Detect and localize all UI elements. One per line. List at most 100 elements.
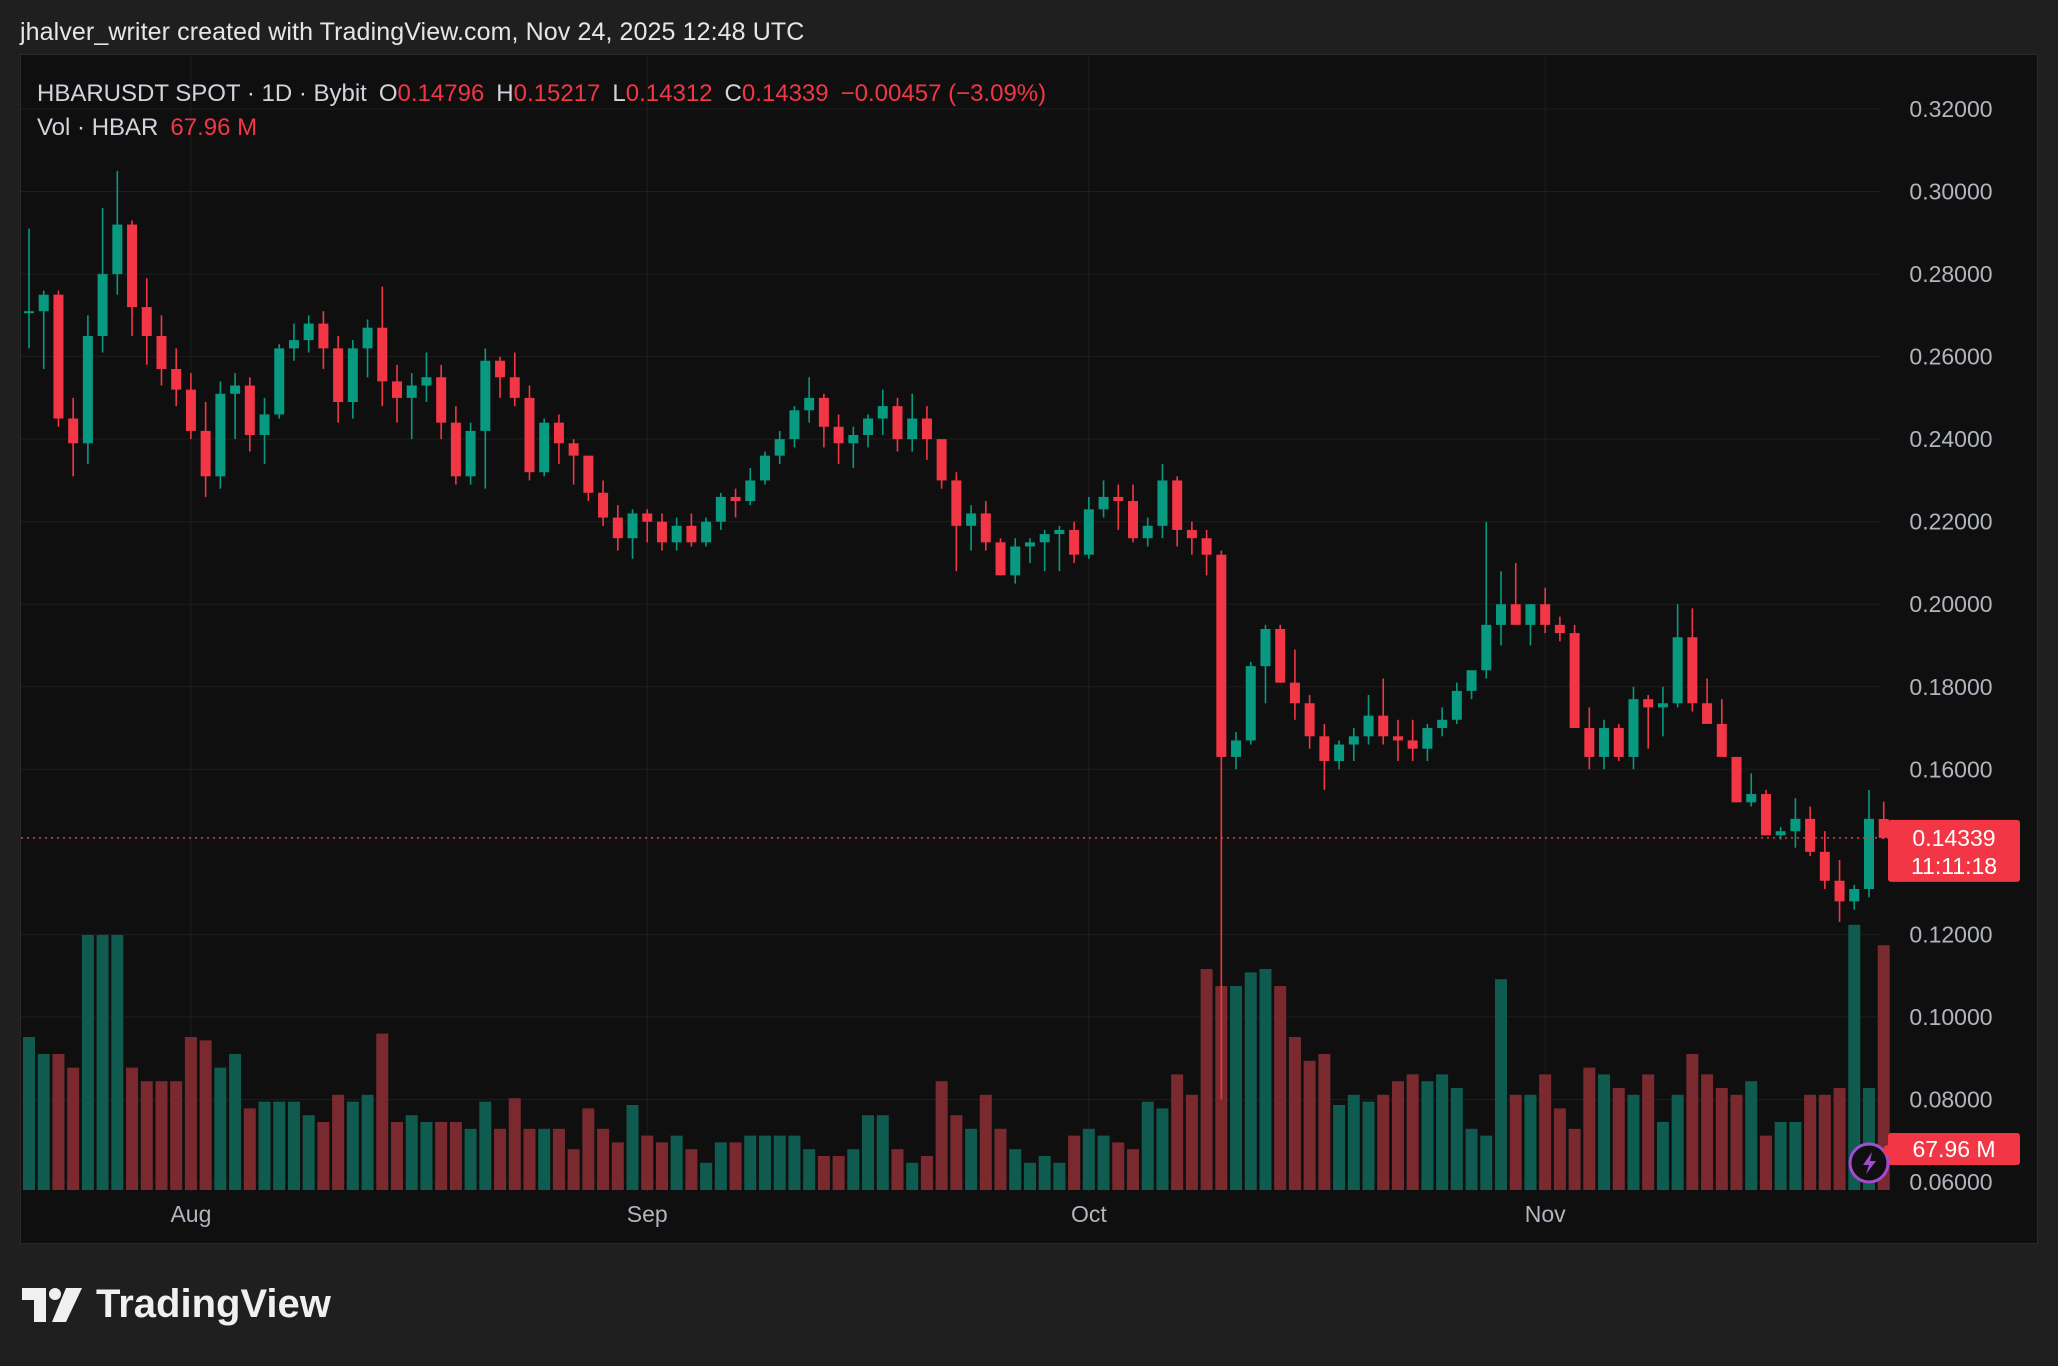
candle-body <box>1864 818 1874 889</box>
candle <box>1628 686 1639 770</box>
candle-body <box>1289 682 1300 704</box>
candle <box>465 422 476 485</box>
candle-body <box>259 414 270 436</box>
lightning-icon[interactable] <box>1848 1142 1893 1184</box>
candlestick-chart[interactable]: 0.32000 0.30000 0.28000 0.26000 0.24000 0.220… <box>21 55 2037 1243</box>
candle-body <box>406 385 417 398</box>
chart-panel[interactable]: 0.32000 0.30000 0.28000 0.26000 0.24000 0.220… <box>20 54 2038 1244</box>
candle <box>127 220 138 336</box>
tradingview-logo[interactable]: TradingView <box>22 1282 331 1327</box>
time-axis[interactable]: Aug Sep Oct Nov <box>170 1201 1566 1227</box>
volume-bar <box>935 1081 948 1190</box>
candle <box>259 397 270 464</box>
candle-body <box>1760 794 1771 836</box>
candle <box>53 290 64 427</box>
change-value: −0.00457 (−3.09%) <box>840 80 1047 107</box>
candle-body <box>436 377 447 423</box>
volume-bar <box>979 1094 992 1190</box>
volume-bar <box>317 1122 330 1190</box>
volume-bar <box>1495 979 1507 1190</box>
low-key: L <box>612 80 626 107</box>
candle-body <box>583 455 594 493</box>
candle <box>38 290 49 369</box>
candle-body <box>568 443 579 456</box>
volume-bar <box>920 1156 933 1190</box>
candle <box>156 315 167 386</box>
candle-body <box>980 513 991 543</box>
candle <box>539 418 550 477</box>
candle <box>1142 517 1153 547</box>
candle-body <box>450 422 461 477</box>
close-key: C <box>724 80 742 107</box>
volume-bar <box>111 935 124 1190</box>
candle <box>892 397 903 452</box>
volume-bar <box>1141 1101 1154 1190</box>
volume-bar <box>1377 1094 1390 1190</box>
volume-bar <box>1259 969 1272 1190</box>
candle-body <box>686 525 697 543</box>
candle-body <box>1628 699 1639 757</box>
volume-bar <box>626 1105 639 1190</box>
candle <box>1172 476 1183 547</box>
grid <box>21 55 1881 1193</box>
time-tick-label: Nov <box>1525 1201 1566 1227</box>
volume-label[interactable]: Vol · HBAR <box>37 114 159 141</box>
candle <box>1363 695 1374 745</box>
candle <box>112 170 123 295</box>
candle <box>1010 538 1021 584</box>
volume-bar <box>464 1128 477 1190</box>
candle <box>495 356 506 398</box>
ohlc-row: HBARUSDT SPOT · 1D · Bybit O0.14796 H0.152… <box>37 77 1046 111</box>
volume-bar <box>1642 1074 1655 1190</box>
candle-body <box>1142 525 1153 539</box>
volume-bar <box>376 1033 389 1190</box>
candle-body <box>185 389 196 431</box>
symbol-label[interactable]: HBARUSDT SPOT · 1D · Bybit <box>37 80 367 107</box>
time-tick-label: Aug <box>170 1201 211 1227</box>
volume-bar <box>1112 1142 1125 1190</box>
volume-bar <box>567 1149 580 1190</box>
candle <box>921 406 932 460</box>
candle <box>274 344 285 419</box>
candle-body <box>1849 888 1860 902</box>
volume-bar <box>140 1081 153 1190</box>
candle-body <box>230 385 241 394</box>
volume-bar <box>229 1054 242 1190</box>
candle <box>553 414 564 464</box>
volume-bar <box>788 1135 801 1190</box>
candle <box>1451 682 1462 724</box>
volume-bar <box>552 1128 565 1190</box>
candle <box>450 406 461 485</box>
volume-bar <box>435 1122 448 1190</box>
candle-body <box>1834 880 1845 902</box>
candle <box>1496 571 1506 646</box>
volume-bar <box>287 1101 300 1190</box>
candle <box>392 364 402 423</box>
candle-body <box>863 418 874 436</box>
volume-bar <box>1509 1094 1522 1190</box>
volume-bar <box>744 1135 757 1190</box>
volume-bar <box>479 1101 492 1190</box>
candle <box>524 385 535 481</box>
candle-body <box>495 360 506 378</box>
candle <box>347 340 358 419</box>
candle <box>171 348 182 407</box>
candle <box>568 439 579 485</box>
candle <box>1275 624 1286 683</box>
candle <box>1613 723 1624 762</box>
volume-bar <box>1789 1122 1802 1190</box>
volume-bars <box>23 924 1890 1190</box>
volume-bar <box>582 1108 595 1190</box>
candle-body <box>200 430 211 477</box>
volume-bar <box>685 1149 698 1190</box>
volume-bar <box>1450 1088 1463 1190</box>
volume-bar <box>655 1142 668 1190</box>
volume-bar <box>1774 1122 1787 1190</box>
candle <box>1599 719 1610 770</box>
price-axis[interactable]: 0.32000 0.30000 0.28000 0.26000 0.24000 0.220… <box>1909 96 1992 1195</box>
candle <box>303 315 314 353</box>
volume-bar <box>714 1142 727 1190</box>
volume-bar <box>361 1094 374 1190</box>
candle <box>1069 521 1080 563</box>
volume-bar <box>1480 1135 1493 1190</box>
